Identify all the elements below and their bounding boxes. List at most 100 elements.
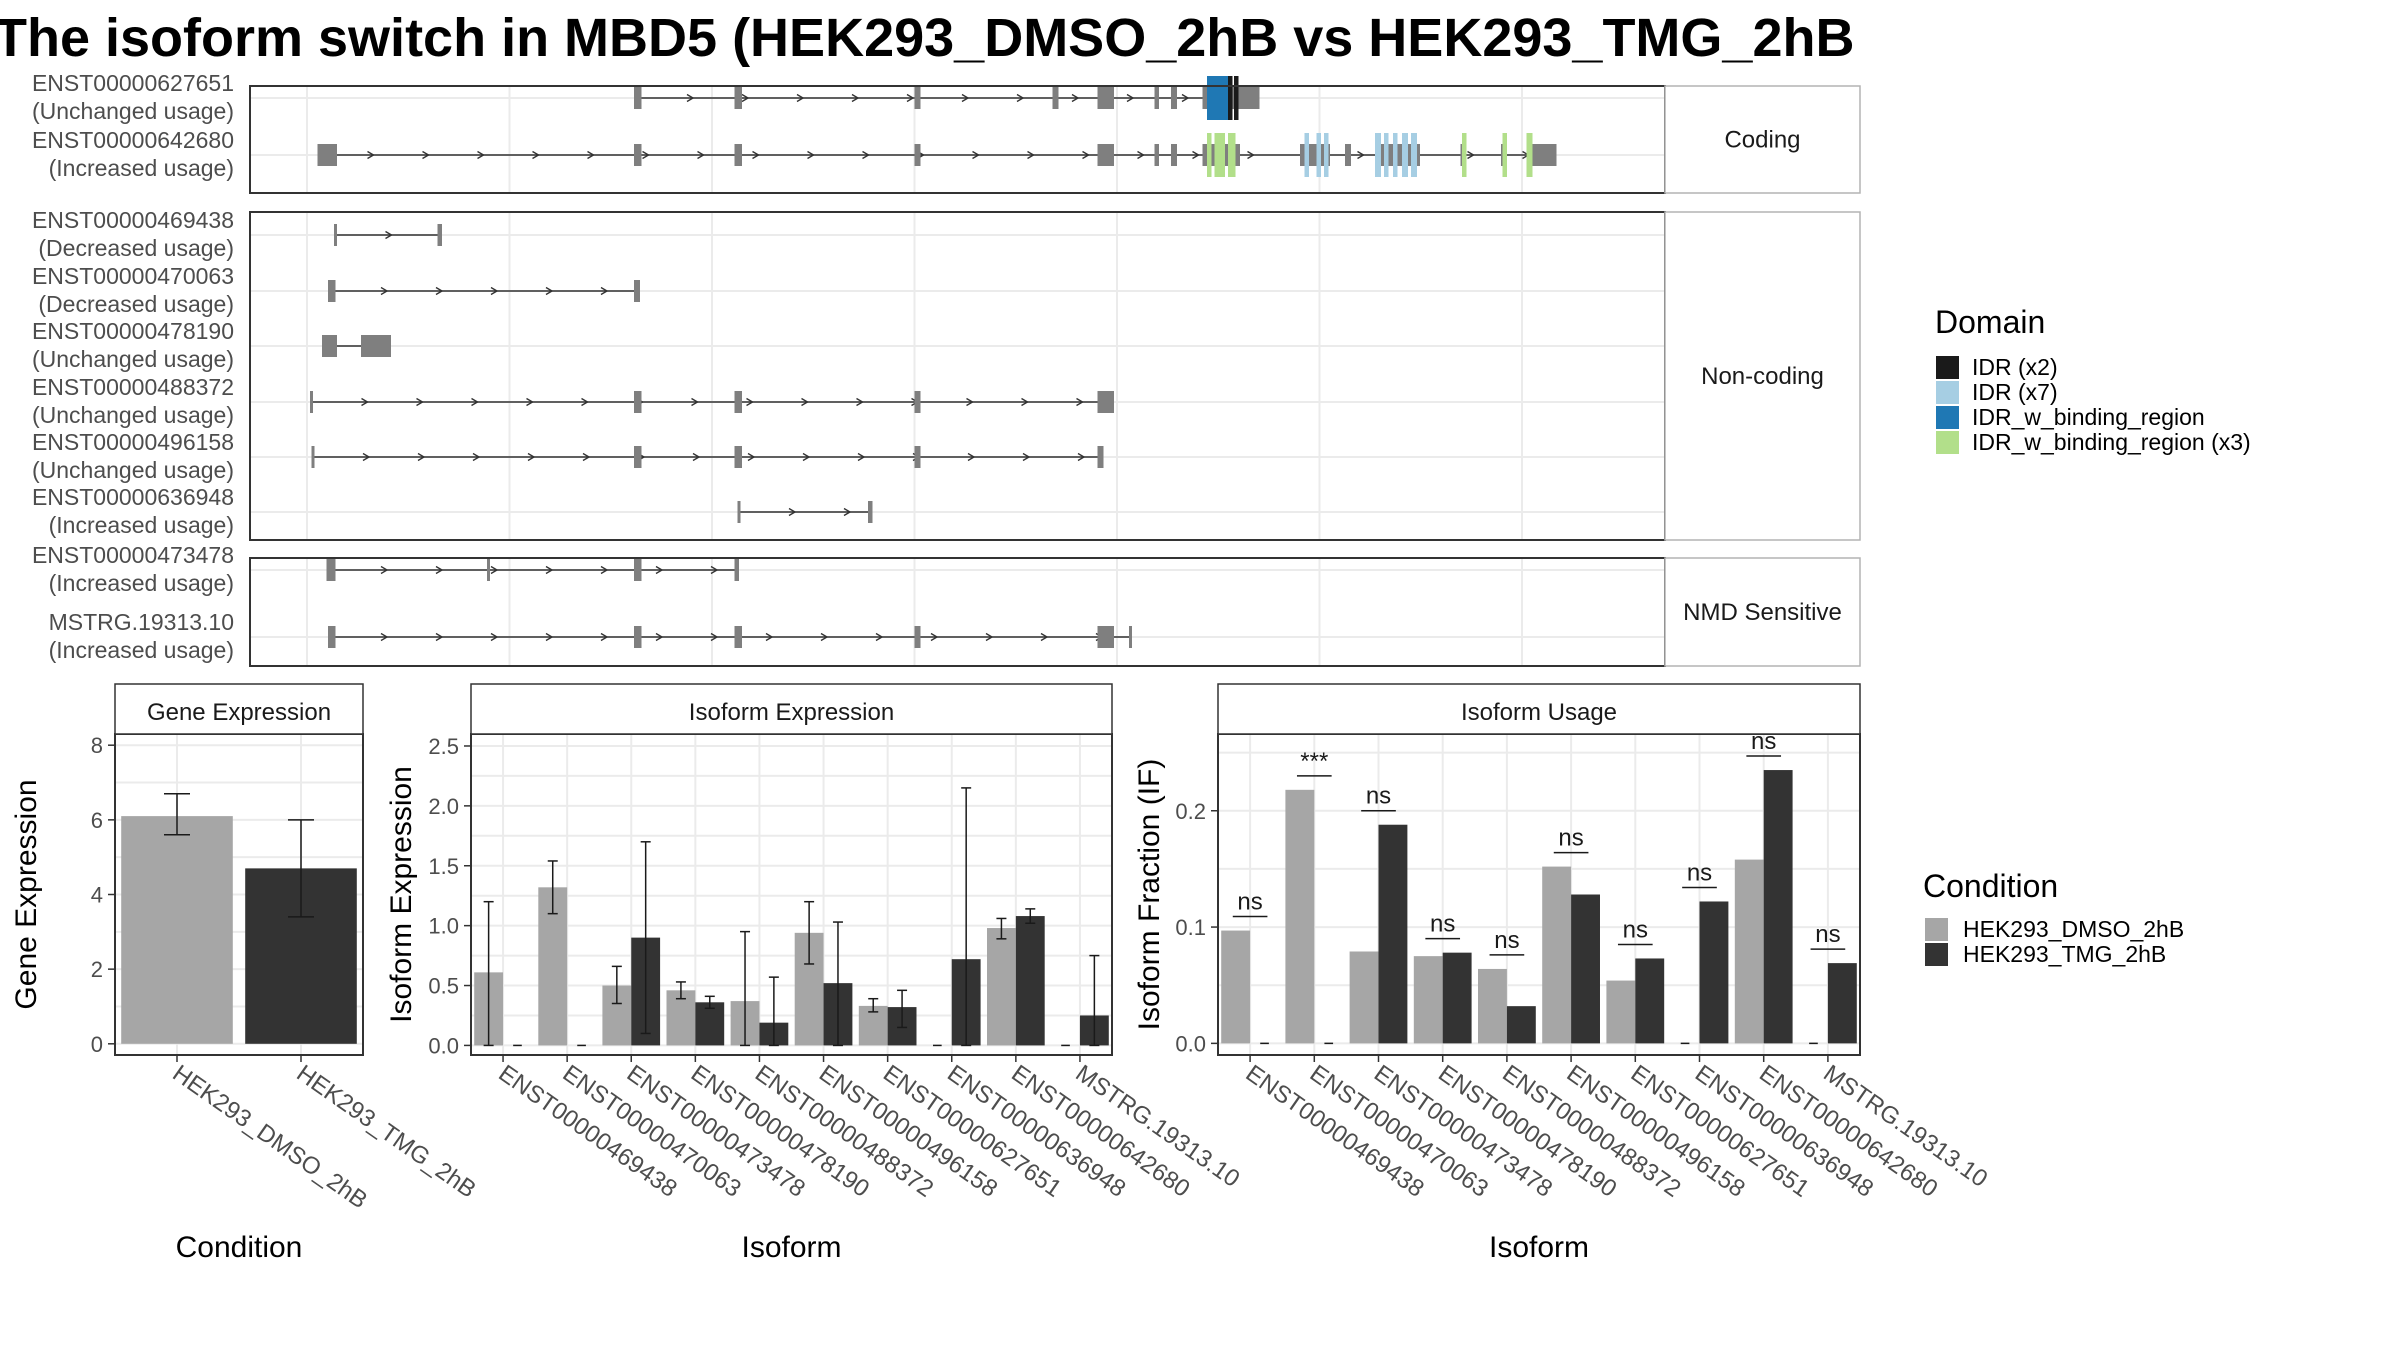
strand-arrow [380, 286, 389, 296]
domain-legend-label: IDR (x2) [1972, 354, 2058, 380]
strand-arrow [1192, 150, 1200, 160]
domain-legend-label: IDR_w_binding_region (x3) [1972, 429, 2251, 455]
domain-legend-swatch [1936, 356, 1959, 379]
strand-arrow [642, 150, 650, 160]
transcript-usage-label: (Increased usage) [49, 570, 234, 596]
condition-legend-swatch [1925, 918, 1948, 941]
exon [734, 446, 742, 468]
strand-arrow [545, 565, 554, 575]
bar [1542, 866, 1572, 1044]
domain-idr-x7 [1316, 133, 1321, 177]
significance-label: ns [1494, 927, 1519, 954]
strand-arrow [856, 397, 864, 407]
transcript-usage-label: (Unchanged usage) [32, 98, 234, 124]
strand-arrow [385, 230, 393, 240]
strand-arrow [843, 507, 852, 517]
exon [634, 391, 642, 413]
x-axis-label: Isoform [1489, 1231, 1589, 1264]
strand-arrow [966, 397, 974, 407]
strand-arrow [862, 150, 870, 160]
y-tick-label: 2 [91, 957, 103, 982]
domain-idr-x7 [1411, 133, 1417, 177]
exon [634, 87, 642, 109]
strand-arrow [875, 632, 884, 642]
strand-arrow [490, 565, 499, 575]
y-tick-label: 8 [91, 733, 103, 758]
strand-arrow [851, 93, 860, 103]
y-tick-label: 0.0 [1175, 1031, 1206, 1056]
domain-legend-swatch [1936, 406, 1959, 429]
bar [695, 1002, 725, 1046]
exon [634, 144, 642, 166]
exon [734, 559, 739, 581]
strand-arrow [490, 632, 499, 642]
strand-arrow [807, 150, 815, 160]
exon [334, 224, 337, 246]
strand-arrow [1077, 452, 1086, 462]
y-tick-label: 0.2 [1175, 799, 1206, 824]
condition-legend-title: Condition [1923, 868, 2058, 904]
transcript-id-label: ENST00000470063 [32, 263, 234, 289]
domain-idr-x7 [1324, 133, 1329, 177]
transcript-usage-label: (Decreased usage) [38, 291, 234, 317]
bar [1442, 952, 1472, 1044]
facet-strip-label: Coding [1724, 127, 1800, 154]
strand-arrow [746, 397, 754, 407]
domain-idr-w-binding-region-x3 [1462, 133, 1467, 177]
bar [1699, 901, 1729, 1044]
structure-panel-bg [250, 558, 1665, 666]
exon [1097, 626, 1114, 648]
y-tick-label: 1.5 [428, 854, 459, 879]
strand-arrow [692, 452, 701, 462]
exon [322, 335, 337, 357]
transcript-ENST00000642680 [317, 133, 1557, 177]
y-tick-label: 2.0 [428, 794, 459, 819]
bar [1763, 770, 1793, 1044]
condition-legend-label: HEK293_TMG_2hB [1963, 941, 2166, 967]
exon [361, 335, 366, 357]
exon [1097, 144, 1114, 166]
strand-arrow [361, 397, 369, 407]
bar [666, 990, 696, 1046]
facet-strip-label: Non-coding [1701, 363, 1824, 390]
exon [1238, 87, 1260, 109]
significance-label: ns [1430, 911, 1455, 938]
condition-legend-swatch [1925, 943, 1948, 966]
y-tick-label: 4 [91, 883, 103, 908]
strand-arrow [1467, 150, 1475, 160]
exon [1097, 391, 1114, 413]
bar-chart-1: Isoform Expression 0.0 0.5 1.0 1.5 2.0 2.5 Isof… [385, 683, 1244, 1264]
strand-arrow [526, 397, 534, 407]
figure-title: The isoform switch in MBD5 (HEK293_DMSO_… [0, 8, 1854, 68]
panel-title: Isoform Usage [1461, 699, 1617, 726]
y-axis-label: Isoform Fraction (IF) [1133, 759, 1166, 1031]
exon [868, 501, 873, 523]
strand-arrow [532, 150, 540, 160]
strand-arrow [1021, 397, 1029, 407]
bar [1285, 789, 1315, 1044]
panel-strip [114, 683, 364, 735]
condition-legend-label: HEK293_DMSO_2hB [1963, 916, 2184, 942]
exon [1171, 144, 1177, 166]
domain-idr-w-binding-region-x3 [1214, 133, 1225, 177]
panel-title: Isoform Expression [689, 699, 894, 726]
bar [1378, 824, 1408, 1044]
transcript-id-label: ENST00000473478 [32, 542, 234, 568]
y-tick-label: 2.5 [428, 734, 459, 759]
significance-label: ns [1687, 859, 1712, 886]
transcript-ENST00000470063 [328, 280, 640, 302]
y-tick-label: 0.1 [1175, 915, 1206, 940]
bar [1635, 958, 1665, 1044]
transcript-id-label: ENST00000488372 [32, 374, 234, 400]
strand-arrow [967, 452, 976, 462]
exon [634, 559, 642, 581]
strand-arrow [435, 286, 444, 296]
strand-arrow [1076, 397, 1084, 407]
strand-arrow [362, 452, 371, 462]
bar [1015, 916, 1045, 1046]
significance-label: ns [1366, 783, 1391, 810]
strand-arrow [1082, 150, 1090, 160]
strand-arrow [587, 150, 595, 160]
y-tick-label: 0 [91, 1032, 103, 1057]
bar [1413, 956, 1443, 1044]
